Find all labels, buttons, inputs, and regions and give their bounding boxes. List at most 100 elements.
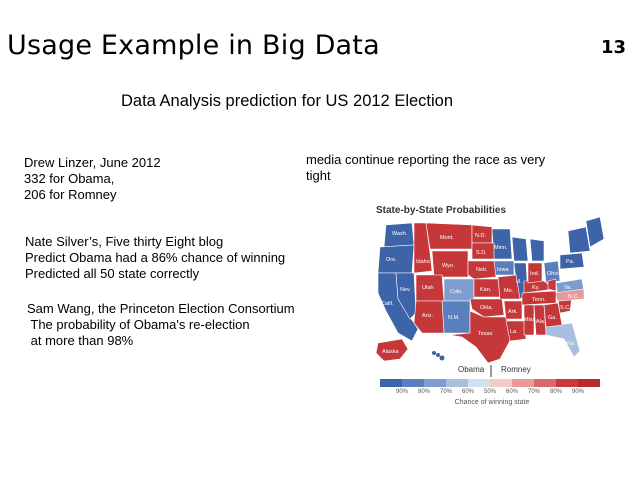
state-label: Calif.	[381, 301, 394, 307]
map-title: State-by-State Probabilities	[376, 205, 507, 216]
state-label: Mo.	[504, 288, 514, 294]
state-label: Iowa	[497, 267, 509, 273]
media-reporting-text: media continue reporting the race as ver…	[306, 152, 545, 184]
state-label: Ind.	[530, 271, 540, 277]
state-mo	[497, 274, 521, 300]
state-label: Mont.	[440, 235, 454, 241]
legend-tick-label: 90%	[571, 389, 584, 395]
state-la	[505, 320, 527, 342]
state-sd	[471, 242, 495, 260]
slide-number: 13	[600, 37, 626, 58]
state-label: Ohio	[547, 271, 559, 277]
state-label: N.M.	[448, 315, 460, 321]
legend-tick-label: 90%	[395, 389, 408, 395]
state-label: Ariz.	[422, 313, 433, 319]
state-tn	[521, 290, 557, 306]
legend-obama-label: Obama	[458, 365, 485, 374]
state-probability-map: State-by-State Probabilities Wash. Ore. Id…	[372, 201, 612, 413]
state-nb	[467, 260, 497, 280]
legend-tick-label: 60%	[505, 389, 518, 395]
state-ms	[523, 304, 535, 336]
state-label: S.C.	[560, 305, 571, 311]
state-label: Va.	[564, 285, 572, 291]
state-label: Okla.	[480, 305, 493, 311]
state-label: Ala.	[536, 319, 546, 325]
slide-title: Usage Example in Big Data	[7, 30, 380, 61]
state-ok	[469, 298, 505, 318]
state-nv	[395, 272, 417, 320]
state-label: Utah	[422, 285, 434, 291]
text-line: at more than 98%	[27, 333, 134, 348]
state-label: Neb.	[476, 267, 488, 273]
linzer-prediction-text: Drew Linzer, June 2012 332 for Obama, 20…	[24, 155, 161, 203]
legend-romney-label: Romney	[501, 365, 531, 374]
state-in	[527, 262, 543, 284]
state-mi	[529, 238, 545, 262]
state-label: N.C.	[568, 294, 579, 300]
state-ga	[543, 302, 563, 328]
text-line: Predicted all 50 state correctly	[25, 266, 200, 281]
state-label: Kan.	[480, 287, 492, 293]
legend-swatch	[468, 379, 490, 387]
legend-swatch	[490, 379, 512, 387]
legend-swatch	[446, 379, 468, 387]
state-label: Nev.	[400, 287, 411, 293]
state-az	[413, 300, 445, 334]
text-line: 206 for Romney	[24, 187, 117, 202]
state-label: Pa.	[566, 259, 575, 265]
state-ne-states	[585, 216, 605, 248]
state-oh	[543, 260, 561, 284]
legend-swatch	[512, 379, 534, 387]
state-label: Ky.	[532, 285, 540, 291]
state-wy	[431, 250, 469, 278]
legend-tick-label: 70%	[527, 389, 540, 395]
text-line: Nate Silver’s, Five thirty Eight blog	[25, 234, 224, 249]
legend-color-bar	[380, 379, 600, 387]
state-ak	[375, 338, 409, 362]
legend-swatch	[424, 379, 446, 387]
state-label: S.D.	[476, 250, 487, 256]
state-label: Ore.	[386, 257, 397, 263]
state-label: Ga.	[548, 315, 557, 321]
state-id	[413, 222, 433, 274]
legend-swatch	[380, 379, 402, 387]
legend-swatch	[578, 379, 600, 387]
state-label: Wash.	[392, 231, 408, 237]
state-tx	[449, 310, 513, 364]
state-wv	[547, 278, 557, 292]
wang-prediction-text: Sam Wang, the Princeton Election Consort…	[27, 301, 295, 349]
state-label: Ill.	[516, 279, 522, 285]
text-line: tight	[306, 168, 331, 183]
state-nc	[553, 288, 585, 302]
us-map-graphic	[375, 216, 605, 387]
state-labels: Wash. Ore. Idaho Mont. N.D. S.D. Wyo. Nev. Calif…	[372, 201, 612, 413]
state-wi	[511, 236, 529, 262]
legend-tick-label: 80%	[417, 389, 430, 395]
state-label: Miss.	[524, 317, 537, 323]
legend-swatch	[534, 379, 556, 387]
legend-tick-label: 60%	[461, 389, 474, 395]
silver-prediction-text: Nate Silver’s, Five thirty Eight blog Pr…	[25, 234, 285, 282]
state-label: Fla.	[566, 341, 576, 347]
text-line: The probability of Obama's re-election	[27, 317, 250, 332]
state-label: Ark.	[508, 309, 518, 315]
text-line: Predict Obama had a 86% chance of winnin…	[25, 250, 286, 265]
legend-tick-label: 70%	[439, 389, 452, 395]
legend-tick-label: 50%	[483, 389, 496, 395]
state-label: La.	[510, 329, 518, 335]
state-pa	[559, 252, 585, 270]
slide-subtitle: Data Analysis prediction for US 2012 Ele…	[121, 92, 454, 110]
text-line: Drew Linzer, June 2012	[24, 155, 161, 170]
state-label: Tenn.	[532, 297, 546, 303]
legend-tick-label: 80%	[549, 389, 562, 395]
state-label: Idaho	[416, 259, 430, 265]
state-hi	[432, 351, 445, 361]
romney-states	[375, 222, 585, 364]
state-label: Colo.	[450, 289, 463, 295]
state-ar	[503, 300, 523, 320]
state-label: N.D.	[475, 233, 486, 239]
legend-caption: Chance of winning state	[454, 399, 530, 406]
state-label: Wyo.	[442, 263, 455, 269]
state-ny	[567, 226, 591, 254]
text-line: 332 for Obama,	[24, 171, 115, 186]
